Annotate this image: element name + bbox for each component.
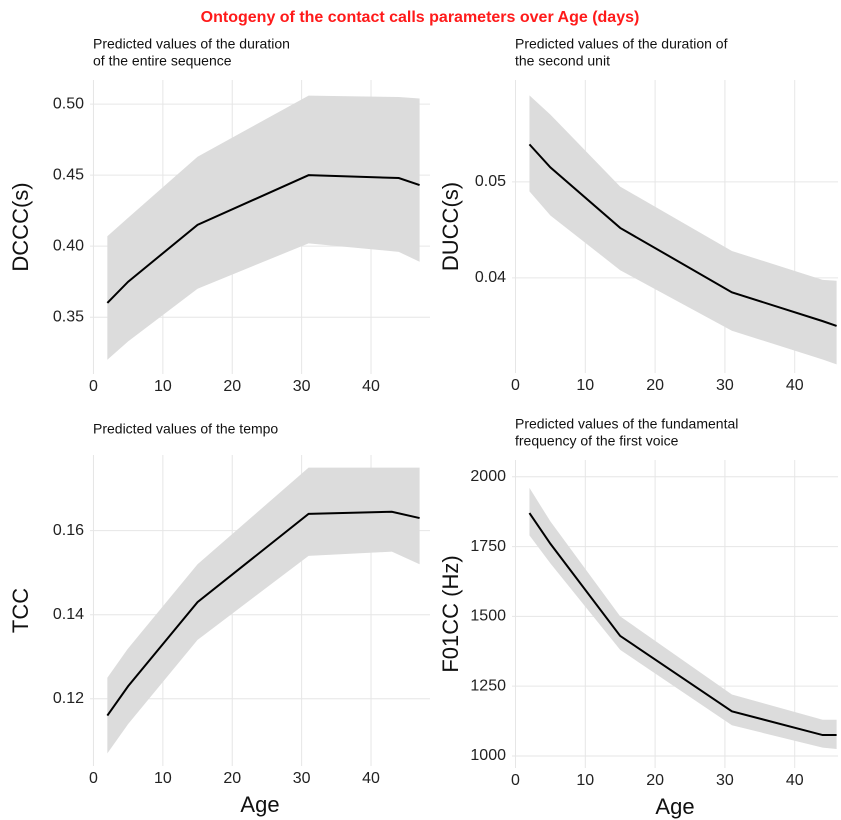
- x-tick-label: 20: [646, 377, 664, 394]
- y-axis-label: DCCC(s): [8, 182, 33, 271]
- confidence-band: [529, 487, 837, 750]
- panel-title: Predicted values of the tempo: [93, 421, 278, 437]
- y-axis-label: TCC: [8, 588, 33, 633]
- panel-title: the second unit: [515, 53, 610, 69]
- confidence-band: [107, 95, 420, 360]
- x-tick-label: 0: [511, 377, 520, 394]
- x-tick-label: 30: [293, 378, 311, 395]
- x-tick-label: 10: [576, 377, 594, 394]
- y-tick-label: 0.35: [53, 308, 84, 325]
- confidence-band: [107, 467, 420, 754]
- x-tick-label: 20: [646, 772, 664, 789]
- line: [106, 174, 420, 304]
- panel-title: of the entire sequence: [93, 53, 232, 69]
- y-tick-label: 0.05: [475, 173, 506, 190]
- x-axis-label: Age: [655, 794, 694, 819]
- y-tick-label: 1000: [470, 747, 506, 764]
- x-tick-label: 40: [362, 770, 380, 787]
- y-tick-label: 0.45: [53, 166, 84, 183]
- panel-title: Predicted values of the duration: [93, 36, 290, 52]
- y-tick-label: 1750: [470, 538, 506, 555]
- panel-title: Predicted values of the duration of: [515, 36, 728, 52]
- x-tick-label: 10: [576, 772, 594, 789]
- x-tick-label: 20: [223, 770, 241, 787]
- y-tick-label: 1250: [470, 677, 506, 694]
- y-tick-label: 0.16: [53, 522, 84, 539]
- panel-title: Predicted values of the fundamental: [515, 416, 738, 432]
- x-tick-label: 0: [511, 772, 520, 789]
- line: [528, 143, 837, 327]
- y-axis-label: F01CC (Hz): [438, 555, 463, 672]
- x-tick-label: 30: [716, 772, 734, 789]
- y-tick-label: 0.12: [53, 690, 84, 707]
- x-tick-label: 40: [786, 772, 804, 789]
- panel-title: frequency of the first voice: [515, 433, 679, 449]
- x-tick-label: 10: [154, 378, 172, 395]
- main-title: Ontogeny of the contact calls parameters…: [201, 9, 640, 26]
- x-tick-label: 30: [293, 770, 311, 787]
- y-tick-label: 0.40: [53, 237, 84, 254]
- x-tick-label: 0: [89, 770, 98, 787]
- x-tick-label: 40: [786, 377, 804, 394]
- line: [106, 510, 420, 717]
- confidence-band: [529, 95, 837, 365]
- line: [528, 512, 837, 737]
- y-tick-label: 0.14: [53, 606, 84, 623]
- x-axis-label: Age: [240, 792, 279, 817]
- x-tick-label: 0: [89, 378, 98, 395]
- y-tick-label: 0.04: [475, 269, 506, 286]
- y-tick-label: 2000: [470, 468, 506, 485]
- y-tick-label: 1500: [470, 608, 506, 625]
- x-tick-label: 40: [362, 378, 380, 395]
- y-tick-label: 0.50: [53, 95, 84, 112]
- x-tick-label: 10: [154, 770, 172, 787]
- y-axis-label: DUCC(s): [438, 182, 463, 271]
- x-tick-label: 20: [223, 378, 241, 395]
- x-tick-label: 30: [716, 377, 734, 394]
